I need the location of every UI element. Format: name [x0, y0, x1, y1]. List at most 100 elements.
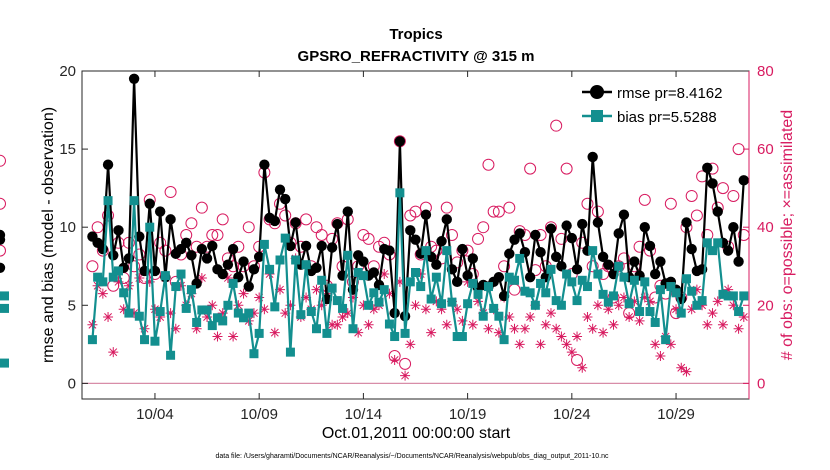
rmse-point — [181, 237, 192, 249]
rmse-point — [592, 217, 604, 228]
bias-point — [233, 308, 243, 318]
bias-point — [0, 291, 9, 301]
bias-point — [728, 291, 738, 301]
bias-point — [582, 282, 592, 292]
bias-point — [697, 296, 707, 306]
bias-point — [593, 269, 603, 279]
possible-obs-point — [732, 143, 745, 156]
bias-point — [713, 238, 723, 248]
bias-point — [457, 332, 467, 342]
bias-point — [567, 277, 577, 287]
assimilated-obs-point — [170, 323, 181, 334]
legend-rmse-label: rmse pr=8.4162 — [617, 85, 722, 102]
x-tick-label: 10/19 — [449, 406, 487, 423]
x-axis-label: Oct.01,2011 00:00:00 start — [322, 425, 511, 442]
assimilated-obs-point — [519, 323, 530, 334]
rmse-point — [457, 243, 468, 255]
rmse-point — [639, 221, 650, 233]
series-layer — [0, 74, 750, 381]
bias-point — [155, 307, 165, 317]
possible-obs-point — [482, 158, 495, 171]
bias-point — [244, 308, 254, 318]
assimilated-obs-point — [644, 296, 655, 307]
bias-point — [489, 303, 499, 313]
bias-point — [687, 286, 697, 296]
assimilated-obs-point — [144, 276, 155, 287]
y-left-tick-label: 10 — [59, 219, 76, 236]
bias-point — [186, 285, 196, 295]
rmse-point — [248, 264, 260, 275]
rmse-point — [629, 256, 640, 267]
assimilated-obs-point — [254, 292, 265, 303]
possible-obs-point — [529, 264, 542, 277]
rmse-point — [441, 214, 452, 225]
rmse-point — [530, 229, 541, 241]
rmse-point — [571, 264, 583, 275]
rmse-point — [97, 243, 109, 255]
possible-obs-point — [477, 221, 490, 234]
rmse-point — [394, 136, 406, 147]
bias-point — [510, 275, 520, 285]
rmse-point — [217, 268, 228, 280]
possible-obs-point — [279, 209, 292, 222]
bias-point — [108, 272, 118, 282]
assimilated-obs-point — [572, 331, 583, 342]
assimilated-obs-point — [592, 300, 603, 311]
bias-point — [390, 332, 400, 342]
possible-obs-point — [206, 229, 219, 241]
assimilated-obs-point — [327, 319, 338, 330]
bias-point — [332, 296, 342, 306]
bias-point — [614, 261, 624, 271]
assimilated-obs-point — [316, 300, 327, 311]
rmse-point — [280, 193, 291, 205]
rmse-point — [702, 162, 713, 174]
assimilated-obs-point — [457, 315, 468, 326]
possible-obs-point — [581, 197, 594, 210]
bias-point — [301, 260, 311, 270]
assimilated-obs-point — [535, 339, 546, 350]
bias-point — [520, 286, 530, 296]
assimilated-obs-point — [202, 312, 213, 322]
rmse-point — [514, 228, 525, 239]
assimilated-obs-point — [618, 292, 629, 303]
rmse-point — [368, 267, 380, 278]
assimilated-obs-point — [415, 269, 426, 280]
legend: rmse pr=8.4162 bias pr=5.5288 — [575, 79, 740, 129]
bias-point — [530, 300, 540, 310]
bias-point — [374, 297, 384, 307]
data-file-footnote: data file: /Users/gharamti/Documents/NCA… — [215, 453, 609, 460]
assimilated-obs-point — [509, 323, 520, 334]
bias-point — [166, 350, 176, 360]
assimilated-obs-point — [301, 292, 312, 303]
assimilated-obs-point — [420, 304, 431, 315]
bias-point — [609, 291, 619, 301]
bias-point — [171, 282, 181, 292]
assimilated-obs-point — [191, 323, 202, 334]
possible-obs-point — [216, 213, 229, 226]
bias-point — [546, 264, 556, 274]
rmse-point — [431, 259, 442, 270]
assimilated-obs-point — [504, 312, 515, 322]
rmse-point — [238, 256, 249, 267]
bias-point — [140, 335, 150, 345]
assimilated-obs-point — [149, 304, 160, 315]
assimilated-obs-point — [108, 347, 119, 358]
bias-point — [499, 335, 509, 345]
bias-point — [708, 246, 718, 256]
assimilated-obs-point — [598, 327, 609, 338]
assimilated-obs-point — [712, 296, 723, 307]
bias-point — [353, 267, 363, 277]
rmse-point — [0, 262, 6, 273]
rmse-point — [186, 250, 197, 261]
bias-point — [400, 328, 410, 338]
assimilated-obs-point — [566, 347, 577, 358]
bias-point — [285, 347, 295, 357]
y-left-tick-label: 5 — [68, 297, 76, 314]
bias-point — [311, 324, 321, 334]
possible-obs-point — [362, 232, 375, 245]
assimilated-obs-point — [332, 319, 343, 330]
assimilated-obs-point — [681, 366, 692, 377]
y-left-tick-label: 0 — [68, 375, 76, 392]
assimilated-obs-point — [686, 304, 697, 315]
